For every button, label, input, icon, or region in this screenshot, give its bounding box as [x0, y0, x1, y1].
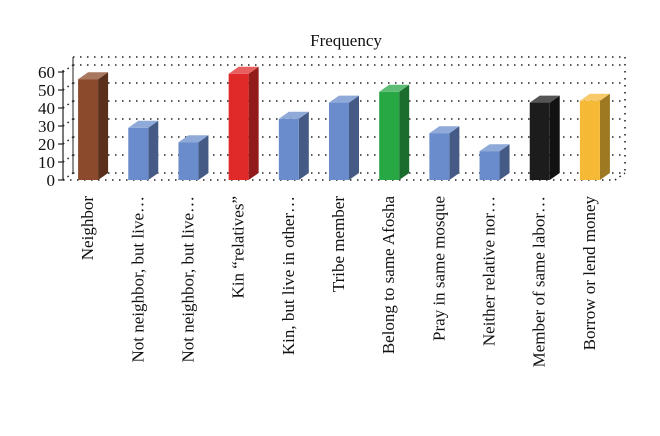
floor-edge [614, 172, 626, 181]
bar-side [298, 111, 309, 180]
bars [78, 66, 610, 180]
bar-front [379, 91, 400, 180]
x-tick-label: Not neighbor, but live… [128, 196, 147, 362]
grid-line-side [62, 154, 74, 163]
x-axis-labels: Neighbor Not neighbor, but live… Not neigh… [78, 196, 599, 368]
bar [128, 120, 159, 180]
x-tick-label: Tribe member [329, 196, 348, 293]
bar-front [329, 102, 349, 180]
grid-line-side [62, 172, 74, 181]
bar [329, 95, 359, 180]
bar-side [349, 95, 359, 180]
bar-side [98, 72, 109, 180]
bar-top [479, 144, 510, 152]
bar-front [429, 133, 450, 180]
y-tick-label: 30 [38, 117, 55, 136]
grid-line-side [62, 82, 74, 91]
x-tick-label: Kin, but live in other… [279, 196, 298, 355]
grid-line-side [62, 64, 74, 73]
x-tick-label: Kin “relatives” [229, 196, 248, 298]
bar-front [479, 151, 500, 180]
bar-top [379, 84, 410, 92]
bar-side [599, 93, 610, 180]
grid-line-side [62, 136, 74, 145]
bar-front [78, 79, 99, 180]
y-tick-label: 0 [47, 171, 56, 190]
bar-side [198, 135, 209, 180]
bar-front [579, 100, 600, 180]
bar-side [499, 144, 510, 180]
bar-side [449, 126, 460, 180]
bar-front [228, 73, 249, 180]
grid-line-side [62, 100, 74, 109]
grid-line-side [62, 118, 74, 127]
x-tick-label: Not neighbor, but live… [178, 196, 197, 362]
bar-front [529, 102, 550, 180]
bar-top [278, 111, 309, 119]
y-tick-label: 60 [38, 63, 55, 82]
bar-top [228, 66, 259, 74]
bar-front [178, 142, 199, 180]
bar [379, 84, 410, 180]
y-tick-label: 10 [38, 153, 55, 172]
bar [429, 126, 460, 180]
bar [228, 66, 259, 180]
bar-front [128, 127, 149, 180]
bar-top [579, 93, 610, 101]
chart-title: Frequency [310, 31, 382, 50]
x-tick-label: Belong to same Afosha [379, 196, 398, 355]
bar [78, 72, 109, 180]
grid-lines [62, 56, 626, 181]
bar [579, 93, 610, 180]
bar [529, 95, 560, 180]
bar-top [429, 126, 460, 134]
y-tick-label: 40 [38, 99, 55, 118]
bar-side [549, 95, 560, 180]
bar [178, 135, 209, 180]
x-tick-label: Pray in same mosque [429, 196, 448, 341]
bar-front [278, 118, 299, 180]
bar-top [128, 120, 159, 128]
y-tick-label: 50 [38, 81, 55, 100]
bar-top [329, 95, 359, 103]
x-tick-label: Neighbor [78, 196, 97, 261]
bar-side [148, 120, 159, 180]
bar-side [399, 84, 410, 180]
bar-top [78, 72, 109, 80]
bar-side [248, 66, 259, 180]
y-tick-label: 20 [38, 135, 55, 154]
x-tick-label: Borrow or lend money [580, 196, 599, 351]
x-tick-label: Neither relative nor… [480, 196, 499, 346]
bar-top [529, 95, 560, 103]
bar-top [178, 135, 209, 143]
bar [479, 144, 510, 180]
x-tick-label: Member of same labor… [530, 196, 549, 367]
bar [278, 111, 309, 180]
